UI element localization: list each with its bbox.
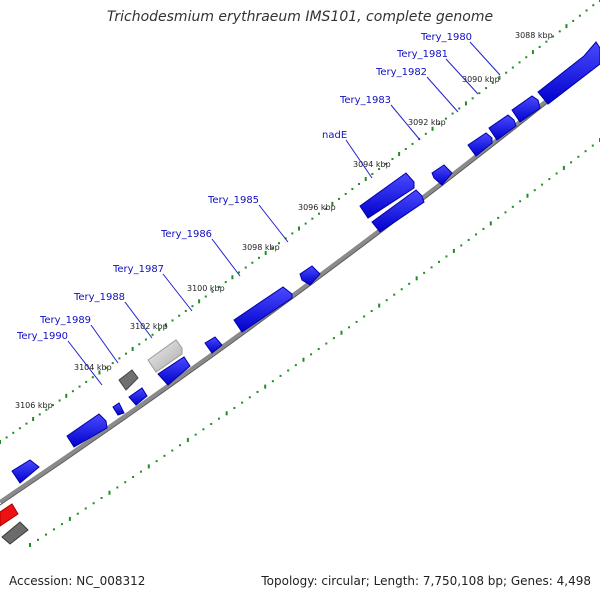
scale-label-3104: 3104 kbp	[74, 363, 112, 372]
gene-tery-1990c[interactable]	[66, 413, 108, 448]
gene-label-tery-1986[interactable]: Tery_1986	[160, 229, 212, 240]
gene-tery-1985[interactable]	[359, 172, 415, 219]
gene-nade[interactable]	[431, 164, 453, 186]
gene-label-leaders	[67, 41, 501, 386]
gene-label-tery-1981[interactable]: Tery_1981	[396, 49, 448, 60]
scale-label-3106: 3106 kbp	[15, 401, 53, 410]
outer-tick-row	[0, 0, 600, 444]
gene-tery-1983[interactable]	[467, 132, 493, 157]
gene-tery-1990a[interactable]	[128, 387, 148, 406]
scale-label-3100: 3100 kbp	[187, 284, 225, 293]
gene-label-tery-1988[interactable]: Tery_1988	[73, 292, 125, 303]
gene-label-tery-1989[interactable]: Tery_1989	[39, 315, 91, 326]
gene-label-tery-1985[interactable]: Tery_1985	[207, 195, 259, 206]
gene-labels: Tery_1980 Tery_1981 Tery_1982 Tery_1983 …	[16, 32, 472, 342]
gene-tery-1981[interactable]	[511, 95, 541, 123]
gene-features	[0, 41, 600, 545]
gene-label-tery-1987[interactable]: Tery_1987	[112, 264, 164, 275]
gene-label-tery-1980[interactable]: Tery_1980	[420, 32, 472, 43]
gene-tery-1982[interactable]	[488, 114, 517, 141]
pseudo-tery-1989[interactable]	[118, 369, 139, 391]
scale-label-3090: 3090 kbp	[462, 75, 500, 84]
gene-tery-1980[interactable]	[537, 41, 600, 105]
scale-label-3088: 3088 kbp	[515, 31, 553, 40]
scale-label-3096: 3096 kbp	[298, 203, 336, 212]
pseudo-inner[interactable]	[1, 521, 29, 545]
gene-label-tery-1982[interactable]: Tery_1982	[375, 67, 427, 78]
scale-label-3092: 3092 kbp	[408, 118, 446, 127]
scale-label-3102: 3102 kbp	[130, 322, 168, 331]
gene-label-tery-1983[interactable]: Tery_1983	[339, 95, 391, 106]
gene-outer-edge[interactable]	[11, 459, 40, 484]
rna-feature[interactable]	[0, 503, 19, 527]
gene-tery-1988[interactable]	[204, 336, 223, 354]
gene-tery-1986[interactable]	[299, 265, 321, 286]
map-title: Trichodesmium erythraeum IMS101, complet…	[106, 9, 494, 25]
gene-tery-1985b[interactable]	[371, 189, 425, 233]
accession-text: Accession: NC_008312	[9, 574, 146, 588]
inner-tick-row	[29, 138, 600, 547]
genome-backbone-edge	[0, 60, 600, 506]
gene-label-nade[interactable]: nadE	[322, 130, 347, 141]
scale-labels: 3088 kbp 3090 kbp 3092 kbp 3094 kbp 3096…	[15, 31, 553, 410]
scale-label-3098: 3098 kbp	[242, 243, 280, 252]
scale-label-3094: 3094 kbp	[353, 160, 391, 169]
gene-tery-1990b[interactable]	[112, 402, 125, 416]
topology-text: Topology: circular; Length: 7,750,108 bp…	[261, 574, 591, 588]
gene-tery-1987[interactable]	[233, 286, 293, 333]
gene-label-tery-1990[interactable]: Tery_1990	[16, 331, 68, 342]
gene-tery-1989[interactable]	[157, 356, 191, 386]
pseudo-tery-1988[interactable]	[147, 339, 183, 373]
